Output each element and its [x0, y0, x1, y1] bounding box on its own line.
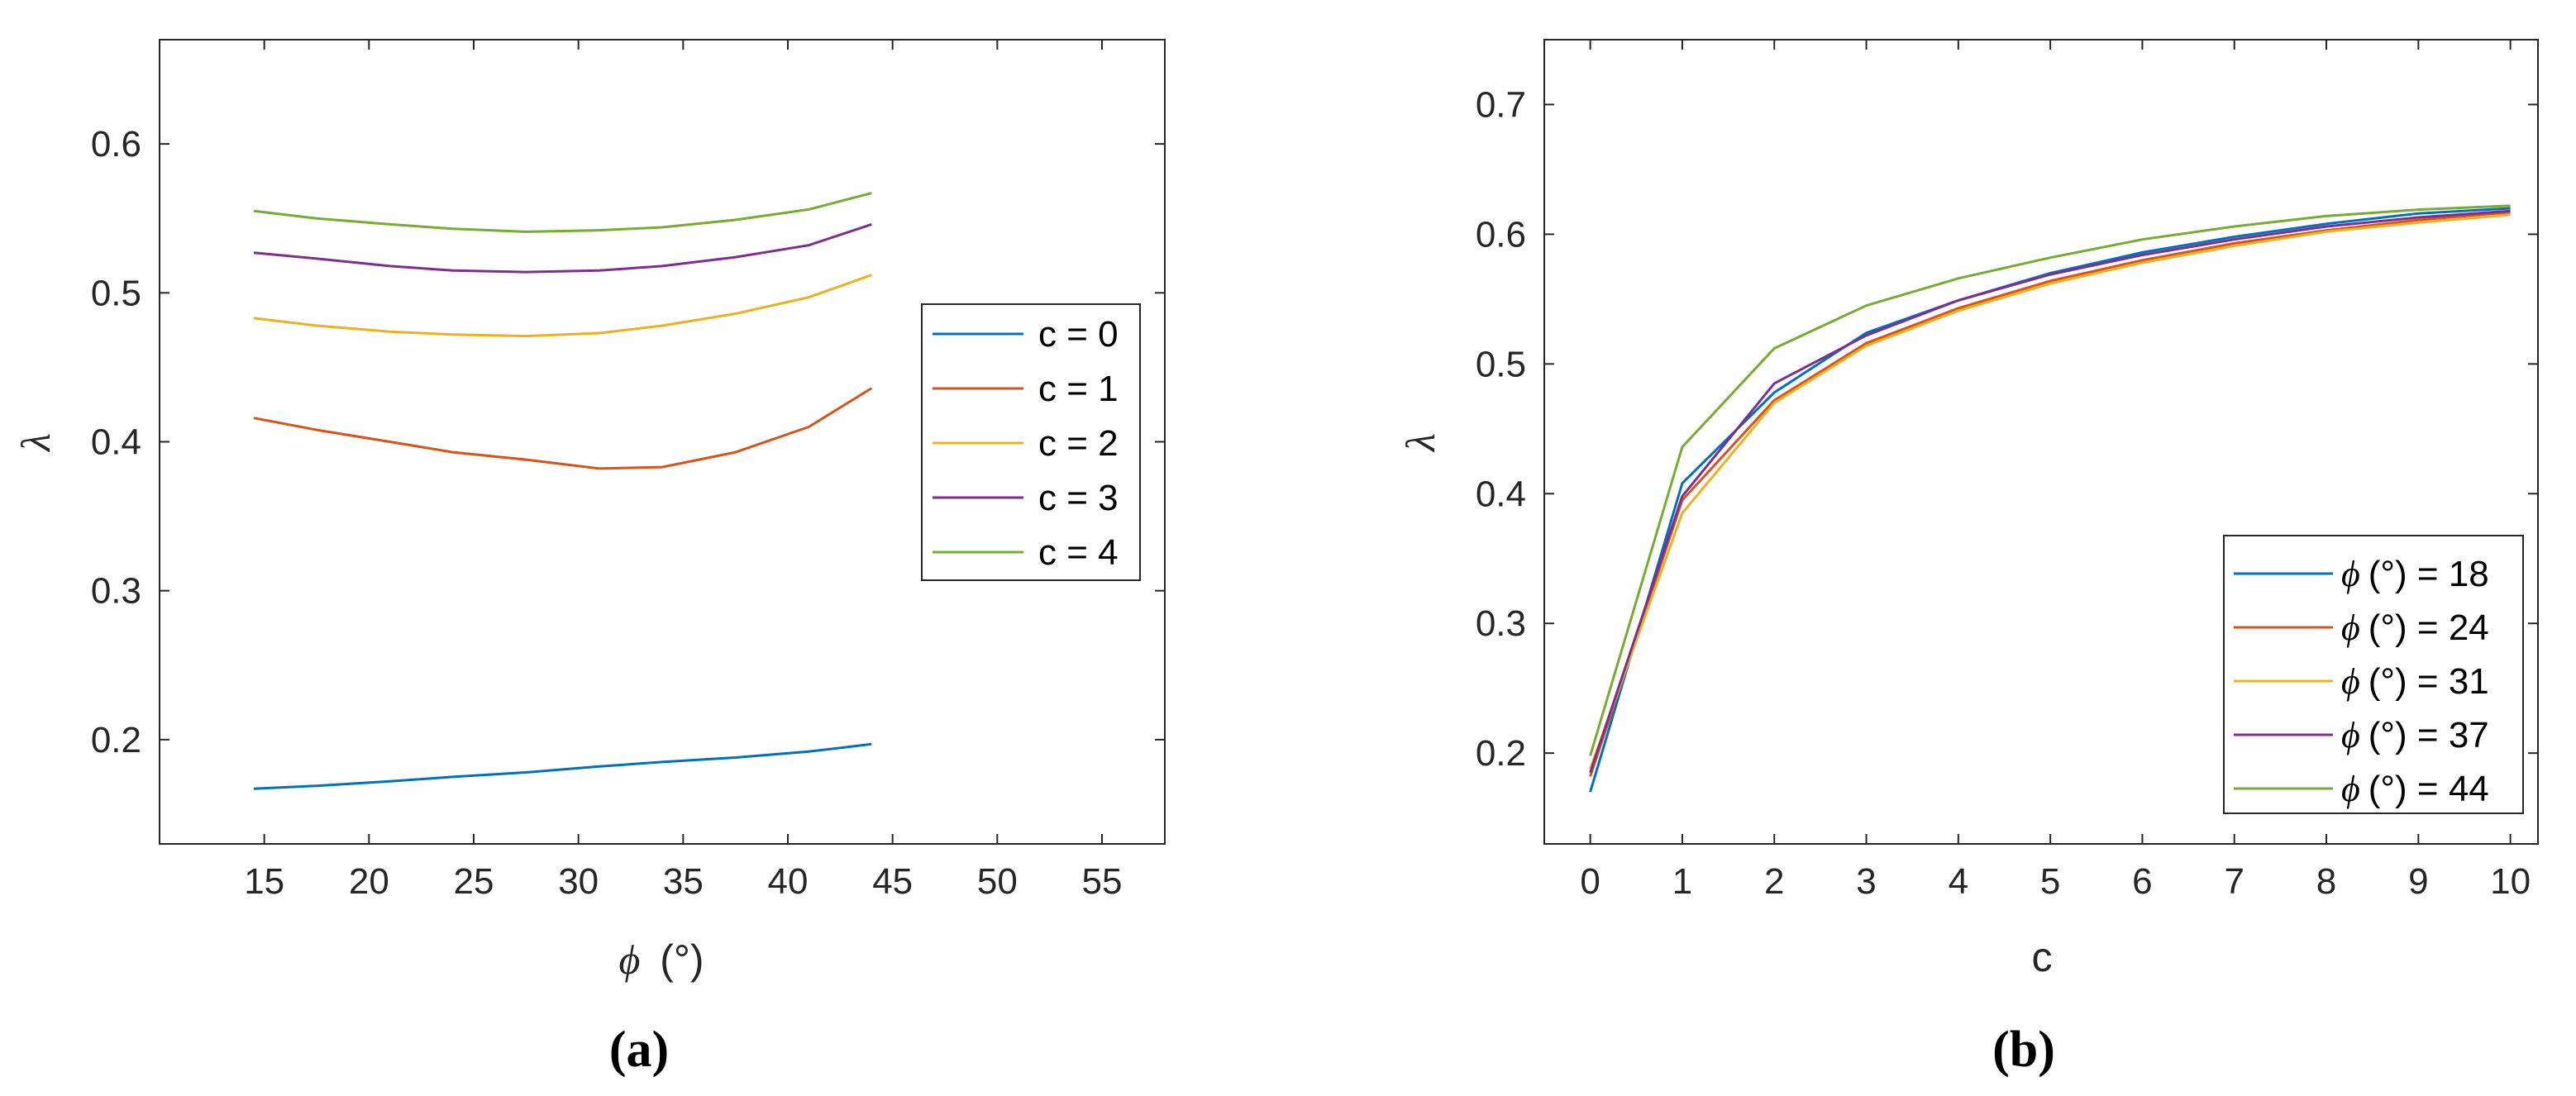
legend-label-2: c = 2 — [1038, 423, 1119, 464]
x-tick-label: 50 — [977, 861, 1018, 902]
x-tick-label: 6 — [2132, 861, 2152, 902]
y-tick-label: 0.6 — [1476, 214, 1526, 255]
y-tick-label: 0.3 — [91, 571, 141, 612]
x-tick-label: 2 — [1764, 861, 1784, 902]
x-tick-label: 4 — [1949, 861, 1968, 902]
x-tick-label: 20 — [349, 861, 389, 902]
x-tick-label: 45 — [872, 861, 913, 902]
y-tick-label: 0.6 — [91, 124, 141, 164]
y-tick-label: 0.7 — [1476, 84, 1526, 125]
x-tick-label: 25 — [454, 861, 494, 902]
x-tick-label: 55 — [1082, 861, 1123, 902]
x-tick-label: 40 — [768, 861, 809, 902]
legend-label-3: c = 3 — [1038, 478, 1119, 518]
x-tick-label: 8 — [2316, 861, 2336, 902]
legend-label-0: ϕ (°) = 18 — [2341, 554, 2489, 594]
legend-label-0: c = 0 — [1038, 314, 1119, 355]
legend-label-2: ϕ (°) = 31 — [2341, 661, 2489, 702]
panel-b-lines — [1589, 204, 2511, 793]
panel-b-xlabel: c — [2032, 934, 2053, 980]
panel-b-legend: ϕ (°) = 18ϕ (°) = 24ϕ (°) = 31ϕ (°) = 37ϕ (°)… — [2223, 535, 2524, 814]
legend-label-symbol: ϕ — [2341, 554, 2360, 594]
panel-a-xlabel-unit: (°) — [660, 936, 704, 983]
y-tick-label: 0.5 — [91, 273, 141, 313]
y-tick-label: 0.2 — [91, 720, 141, 760]
legend-label-symbol: ϕ — [2341, 769, 2360, 809]
series-line-2 — [1589, 213, 2511, 770]
legend-label-symbol: ϕ — [2341, 715, 2360, 755]
legend-label-rest: (°) = 18 — [2368, 554, 2489, 594]
panel-b-ticks: 0 1 2 3 4 5 6 7 8 9 10 0.2 0.3 0.4 0.5 0.6 0.7 — [1476, 40, 2538, 902]
panel-b: 0 1 2 3 4 5 6 7 8 9 10 0.2 0.3 0.4 0.5 0.6 0.7 λ c (b) ϕ… — [1397, 39, 2539, 1078]
legend-label-1: ϕ (°) = 24 — [2341, 608, 2489, 648]
panel-a-caption: (a) — [609, 1022, 669, 1078]
legend-label-4: c = 4 — [1038, 532, 1119, 573]
series-line-4 — [253, 192, 872, 233]
panel-a-legend: c = 0 c = 1 c = 2 c = 3 c = 4 — [921, 303, 1141, 581]
y-tick-label: 0.2 — [1476, 733, 1526, 774]
panel-a-ticks: 15 20 25 30 35 40 45 50 55 0.2 0.3 0.4 0.5 0.6 — [91, 40, 1165, 902]
panel-b-caption: (b) — [1992, 1022, 2055, 1078]
series-line-3 — [1589, 209, 2511, 774]
series-line-4 — [1589, 204, 2511, 756]
legend-label-symbol: ϕ — [2341, 661, 2360, 702]
panel-a-xlabel: ϕ (°) — [618, 936, 704, 983]
x-tick-label: 1 — [1672, 861, 1692, 902]
legend-label-rest: (°) = 44 — [2368, 769, 2489, 809]
legend-label-rest: (°) = 31 — [2368, 661, 2489, 702]
y-tick-label: 0.4 — [1476, 474, 1526, 514]
legend-label-rest: (°) = 24 — [2368, 608, 2489, 648]
x-tick-label: 9 — [2408, 861, 2428, 902]
panel-b-legend-box — [2223, 535, 2524, 814]
series-line-1 — [253, 387, 873, 470]
legend-label-3: ϕ (°) = 37 — [2341, 715, 2489, 755]
series-line-1 — [1589, 211, 2511, 777]
panel-a-xlabel-symbol: ϕ — [618, 936, 640, 983]
x-tick-label: 0 — [1580, 861, 1600, 902]
series-line-3 — [253, 222, 872, 274]
panel-a-lines — [253, 192, 873, 790]
y-tick-label: 0.3 — [1476, 603, 1526, 644]
x-tick-label: 10 — [2490, 861, 2531, 902]
x-tick-label: 5 — [2040, 861, 2060, 902]
legend-label-4: ϕ (°) = 44 — [2341, 769, 2489, 809]
panel-a: 15 20 25 30 35 40 45 50 55 0.2 0.3 0.4 0.5 0.6 λ ϕ (°… — [12, 39, 1166, 1078]
x-tick-label: 7 — [2224, 861, 2244, 902]
y-tick-label: 0.4 — [91, 422, 141, 463]
series-line-0 — [253, 742, 872, 790]
y-tick-label: 0.5 — [1476, 344, 1526, 384]
x-tick-label: 15 — [244, 861, 284, 902]
panel-a-ylabel: λ — [12, 433, 59, 453]
x-tick-label: 35 — [663, 861, 704, 902]
legend-label-1: c = 1 — [1038, 369, 1119, 409]
x-tick-label: 30 — [558, 861, 599, 902]
legend-label-symbol: ϕ — [2341, 608, 2360, 648]
panel-b-ylabel: λ — [1397, 433, 1443, 453]
series-line-2 — [253, 274, 872, 338]
legend-label-rest: (°) = 37 — [2368, 715, 2489, 755]
x-tick-label: 3 — [1856, 861, 1876, 902]
